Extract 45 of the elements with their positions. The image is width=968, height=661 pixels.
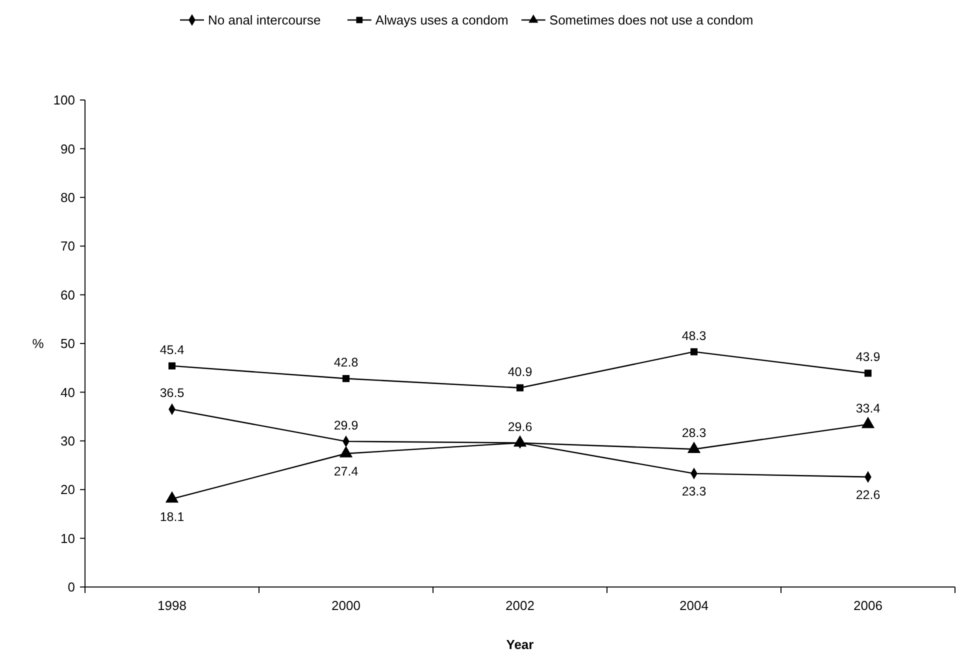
data-label: 33.4 xyxy=(856,401,880,416)
data-label: 40.9 xyxy=(508,364,532,379)
y-tick-label: 100 xyxy=(53,92,75,108)
y-tick-label: 40 xyxy=(60,384,75,400)
point xyxy=(690,348,698,356)
point xyxy=(516,384,524,392)
data-label: 48.3 xyxy=(682,328,706,343)
point xyxy=(165,491,179,503)
y-tick-label: 70 xyxy=(60,238,75,254)
point xyxy=(864,370,872,377)
y-tick-label: 0 xyxy=(68,580,75,595)
point xyxy=(339,446,353,458)
data-label: 27.4 xyxy=(334,464,358,479)
point xyxy=(168,362,176,370)
legend-label: Sometimes does not use a condom xyxy=(549,12,754,28)
data-label: 22.6 xyxy=(856,488,880,502)
y-tick-label: 50 xyxy=(60,336,75,352)
data-label: 29.9 xyxy=(334,418,358,432)
x-axis-title: Year xyxy=(506,637,534,652)
y-tick-label: 90 xyxy=(60,141,75,156)
x-tick-label: 1998 xyxy=(158,598,186,613)
data-label: 29.6 xyxy=(508,420,532,434)
y-tick-label: 20 xyxy=(60,482,75,498)
x-tick-label: 2002 xyxy=(506,598,534,613)
data-label: 18.1 xyxy=(160,510,184,524)
y-axis-title: % xyxy=(32,336,44,352)
data-label: 43.9 xyxy=(856,350,880,364)
y-tick-label: 30 xyxy=(60,433,75,448)
x-tick-label: 2006 xyxy=(854,598,882,613)
data-label: 28.3 xyxy=(682,426,706,440)
data-label: 42.8 xyxy=(334,356,358,370)
point xyxy=(861,416,875,428)
point xyxy=(687,442,701,453)
y-tick-label: 60 xyxy=(60,287,75,302)
data-label: 45.4 xyxy=(160,342,184,357)
y-tick-label: 80 xyxy=(60,190,75,205)
x-tick-label: 2000 xyxy=(332,598,360,613)
point xyxy=(342,375,350,382)
legend-label: No anal intercourse xyxy=(208,12,321,28)
point xyxy=(513,435,527,447)
y-tick-label: 10 xyxy=(60,530,75,546)
data-label: 23.3 xyxy=(682,484,706,499)
x-tick-label: 2004 xyxy=(680,598,708,613)
data-label: 36.5 xyxy=(160,386,184,400)
legend-label: Always uses a condom xyxy=(375,12,508,28)
